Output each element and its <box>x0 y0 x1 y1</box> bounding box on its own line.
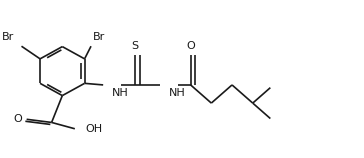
Text: NH: NH <box>169 88 186 98</box>
Text: NH: NH <box>112 88 128 98</box>
Text: OH: OH <box>86 124 103 134</box>
Text: O: O <box>13 113 22 124</box>
Text: S: S <box>132 41 139 51</box>
Text: Br: Br <box>1 32 13 42</box>
Text: Br: Br <box>93 32 105 42</box>
Text: O: O <box>186 41 195 51</box>
